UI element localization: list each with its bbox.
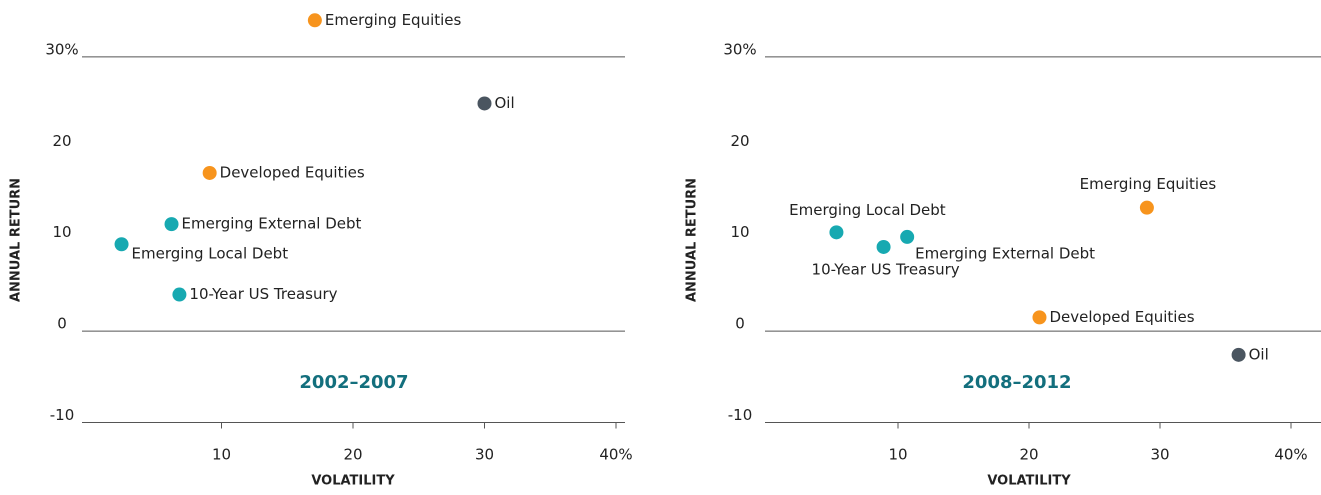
point-label: Emerging Local Debt — [789, 201, 946, 219]
chart-title: 2008–2012 — [962, 372, 1071, 393]
y-tick-label: 0 — [57, 315, 67, 333]
point-label: Developed Equities — [1049, 308, 1194, 326]
x-axis-label: VOLATILITY — [311, 474, 395, 489]
point-label: Developed Equities — [220, 163, 365, 181]
point — [1032, 310, 1047, 325]
x-axis-label: VOLATILITY — [987, 474, 1071, 489]
point-label: 10-Year US Treasury — [189, 285, 337, 303]
x-tick-label: 30 — [475, 446, 494, 464]
point — [1139, 200, 1154, 215]
x-tick-label: 40% — [599, 446, 632, 464]
y-tick-label: 30% — [45, 40, 78, 58]
y-axis-label: ANNUAL RETURN — [685, 178, 700, 302]
x-tick-label: 20 — [1019, 446, 1038, 464]
point-label: Oil — [495, 94, 515, 112]
point — [876, 239, 891, 254]
y-axis-label: ANNUAL RETURN — [9, 178, 24, 302]
point — [164, 217, 179, 232]
point — [202, 165, 217, 180]
point-label: 10-Year US Treasury — [812, 260, 960, 278]
y-tick-label: 0 — [735, 315, 745, 333]
x-tick-label: 10 — [888, 446, 907, 464]
point — [477, 96, 492, 111]
x-tick-label: 30 — [1150, 446, 1169, 464]
x-tick-label: 20 — [343, 446, 362, 464]
point — [829, 225, 844, 240]
y-tick-label: 10 — [52, 223, 71, 241]
y-tick-label: -10 — [50, 406, 75, 424]
x-tick-label: 40% — [1274, 446, 1307, 464]
y-tick-label: 10 — [730, 223, 749, 241]
y-tick-label: 20 — [52, 132, 71, 150]
x-tick-label: 10 — [212, 446, 231, 464]
point-label: Emerging Equities — [325, 11, 462, 29]
point-label: Emerging External Debt — [182, 215, 362, 233]
y-tick-label: 30% — [723, 40, 756, 58]
chart-title: 2002–2007 — [299, 372, 408, 393]
point — [307, 13, 322, 28]
y-tick-label: 20 — [730, 132, 749, 150]
point — [900, 229, 915, 244]
point-label: Emerging External Debt — [915, 244, 1095, 262]
point — [172, 287, 187, 302]
point — [114, 237, 129, 252]
point-label: Emerging Equities — [1080, 175, 1217, 193]
point-label: Emerging Local Debt — [132, 245, 289, 263]
point-label: Oil — [1249, 345, 1269, 363]
y-tick-label: -10 — [728, 406, 753, 424]
point — [1231, 347, 1246, 362]
